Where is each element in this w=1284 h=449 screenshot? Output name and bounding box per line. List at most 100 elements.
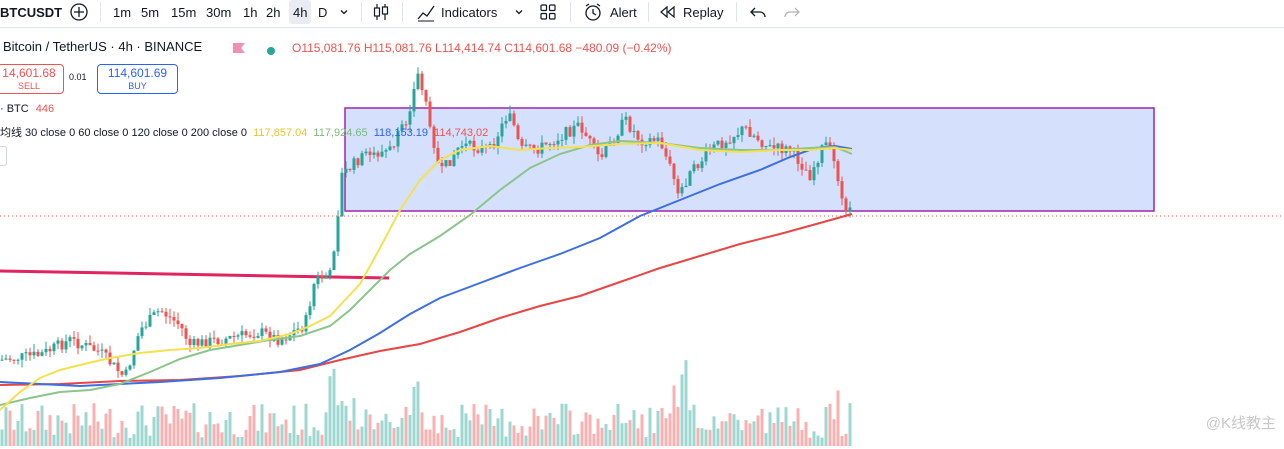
candle-body	[368, 151, 372, 155]
candle-body	[284, 339, 288, 341]
replay-button[interactable]: Replay	[683, 4, 724, 20]
candle-body	[808, 170, 812, 181]
candle-body	[320, 275, 324, 279]
candle-body	[840, 181, 844, 199]
sell-button[interactable]: 14,601.68 SELL	[0, 64, 64, 94]
candle-body	[532, 144, 536, 149]
volume-bar	[520, 426, 524, 446]
symbol-button[interactable]: BTCUSDT	[0, 4, 63, 20]
alert-clock-icon[interactable]	[583, 2, 603, 25]
buy-price: 114,601.69	[107, 66, 168, 80]
candle-body	[28, 352, 32, 356]
candle-body	[644, 145, 648, 147]
indicators-button[interactable]: Indicators	[441, 4, 498, 20]
replay-icon[interactable]	[658, 4, 676, 23]
volume-bar	[736, 419, 740, 446]
candle-body	[264, 328, 268, 332]
toolbar-divider	[100, 2, 101, 22]
candle-body	[48, 348, 52, 352]
volume-bar	[88, 425, 92, 446]
volume-bar	[648, 407, 652, 446]
candle-body	[56, 340, 60, 344]
redo-icon[interactable]	[783, 3, 801, 24]
volume-bar	[336, 405, 340, 446]
volume-bar	[200, 437, 204, 446]
candle-body	[476, 150, 480, 153]
candle-body	[432, 126, 436, 148]
candle-body	[604, 145, 608, 157]
volume-bar	[436, 433, 440, 446]
volume-bar	[552, 417, 556, 446]
candle-body	[60, 340, 64, 350]
candle-body	[72, 337, 76, 339]
ma60-line	[0, 139, 853, 406]
volume-bar	[564, 403, 568, 446]
volume-bar	[732, 414, 736, 446]
candle-body	[148, 314, 152, 327]
candle-body	[132, 350, 136, 366]
volume-bar	[96, 421, 100, 446]
candle-body	[296, 328, 300, 331]
toolbar-divider	[570, 2, 571, 22]
volume-bar	[148, 435, 152, 446]
candle-body	[516, 125, 520, 140]
layout-grid-icon[interactable]	[539, 3, 557, 24]
candle-body	[592, 138, 596, 144]
add-symbol-icon[interactable]	[69, 2, 89, 25]
candle-body	[616, 135, 620, 143]
candle-body	[156, 311, 160, 313]
indicators-icon[interactable]	[416, 2, 436, 25]
buy-button[interactable]: 114,601.69 BUY	[97, 64, 178, 94]
volume-bar	[700, 428, 704, 446]
volume-bar	[624, 422, 628, 446]
ma200-value: 114,743.02	[434, 127, 489, 139]
volume-bar	[344, 405, 348, 446]
volume-bar	[616, 403, 620, 446]
timeframe-15m[interactable]: 15m	[171, 4, 197, 20]
resistance-trendline[interactable]	[0, 269, 390, 280]
candles-icon[interactable]	[372, 2, 390, 25]
volume-bar	[672, 385, 676, 446]
volume-bar	[668, 413, 672, 446]
volume-bar	[396, 426, 400, 446]
volume-bar	[784, 407, 788, 446]
volume-bar	[428, 429, 432, 446]
volume-bar	[48, 415, 52, 446]
volume-bar	[720, 421, 724, 446]
volume-bar	[412, 386, 416, 446]
candle-body	[192, 338, 196, 346]
candle-body	[668, 156, 672, 164]
volume-bar	[692, 404, 696, 446]
candle-body	[44, 348, 48, 353]
timeframe-5m[interactable]: 5m	[141, 4, 160, 20]
flag-icon[interactable]	[232, 41, 246, 59]
timeframe-d[interactable]: D	[318, 4, 328, 20]
timeframe-2h[interactable]: 2h	[266, 4, 281, 20]
volume-bar	[824, 406, 828, 446]
volume-bar	[444, 427, 448, 446]
timeframe-1h[interactable]: 1h	[243, 4, 258, 20]
alert-button[interactable]: Alert	[610, 4, 637, 20]
volume-bar	[764, 433, 768, 446]
volume-bar	[632, 410, 636, 446]
chevron-down-icon[interactable]	[338, 6, 350, 21]
candle-body	[468, 140, 472, 144]
timeframe-4h[interactable]: 4h	[289, 0, 312, 24]
timeframe-1m[interactable]: 1m	[113, 4, 132, 20]
volume-bar	[592, 433, 596, 446]
volume-bar	[760, 408, 764, 446]
chevron-down-icon[interactable]	[513, 6, 525, 21]
high-value: H115,081.76	[363, 41, 432, 55]
volume-bar	[696, 427, 700, 446]
candle-body	[96, 350, 100, 352]
timeframe-30m[interactable]: 30m	[206, 4, 232, 20]
candle-body	[124, 369, 128, 375]
collapse-legend-button[interactable]	[0, 146, 7, 166]
undo-icon[interactable]	[749, 3, 767, 24]
volume-bar	[768, 412, 772, 446]
volume-bar	[484, 404, 488, 446]
candle-body	[340, 172, 344, 217]
candle-body	[512, 113, 516, 126]
volume-bar	[704, 429, 708, 446]
